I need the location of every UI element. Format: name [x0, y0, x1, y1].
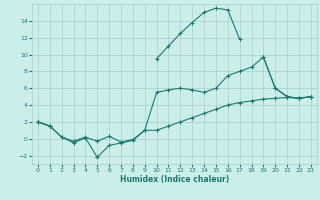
X-axis label: Humidex (Indice chaleur): Humidex (Indice chaleur): [120, 175, 229, 184]
